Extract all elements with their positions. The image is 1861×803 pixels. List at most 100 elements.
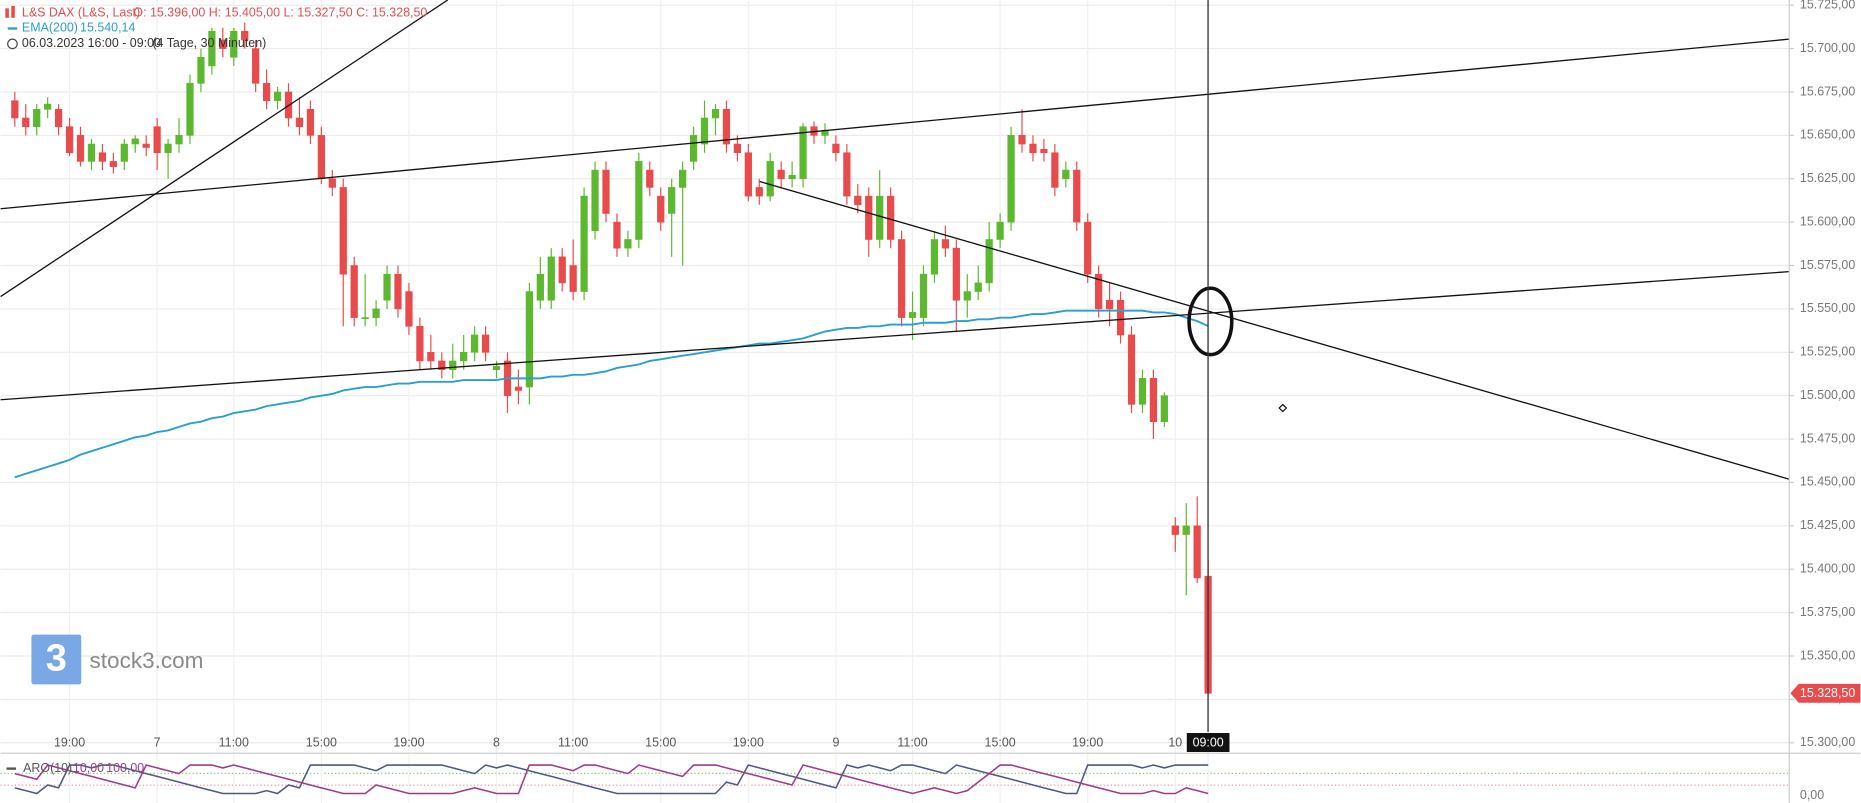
candle-body xyxy=(733,143,741,154)
candle-body xyxy=(460,351,468,362)
y-tick-label: 15.300,00 xyxy=(1800,735,1855,749)
candle-body xyxy=(1138,378,1147,405)
aroon-down-line xyxy=(14,764,1209,795)
y-tick-label: 15.475,00 xyxy=(1800,431,1855,445)
candle-body xyxy=(1029,143,1037,154)
candle-body xyxy=(65,126,74,154)
trend-line xyxy=(0,0,449,298)
candle-body xyxy=(109,161,117,167)
watermark-text: stock3.com xyxy=(90,648,204,673)
candle-body xyxy=(372,308,380,318)
candle-body xyxy=(974,282,982,292)
last-price-tag xyxy=(1790,683,1861,703)
trend-line xyxy=(759,180,1790,480)
candle-body xyxy=(416,325,424,362)
candle-body xyxy=(1116,299,1125,336)
aroon-name: ARO(10) xyxy=(23,761,72,775)
candle-body xyxy=(930,239,939,275)
candle-body xyxy=(383,273,391,301)
candle-body xyxy=(219,39,227,49)
candle-body xyxy=(1062,169,1070,180)
period: 06.03.2023 16:00 - 09:00 xyxy=(22,36,161,50)
candle-body xyxy=(722,109,731,145)
y-tick-label: 15.550,00 xyxy=(1800,301,1855,315)
candle-body xyxy=(777,169,785,180)
period-detail: (4 Tage, 30 Minuten) xyxy=(152,36,266,50)
drawings xyxy=(0,0,1790,732)
candle-body xyxy=(1105,299,1114,310)
plot xyxy=(11,22,1212,795)
candle-body xyxy=(558,256,566,284)
y-tick-label: 15.650,00 xyxy=(1800,128,1855,142)
candle-body xyxy=(98,152,107,162)
candle-body xyxy=(547,256,555,301)
candle-body xyxy=(1127,334,1136,405)
candle-body xyxy=(1171,525,1179,535)
highlight-ellipse xyxy=(1187,286,1234,357)
candle-body xyxy=(887,195,895,240)
y-tick-label: 15.500,00 xyxy=(1800,388,1855,402)
grid xyxy=(0,0,1794,803)
candle-body xyxy=(492,365,501,370)
candle-body xyxy=(263,83,271,101)
x-tick-label: 9 xyxy=(832,735,839,749)
x-tick-label: 15:00 xyxy=(645,735,676,749)
candle-body xyxy=(700,117,709,145)
x-tick-label: 15:00 xyxy=(985,735,1016,749)
candle-body xyxy=(317,135,325,180)
x-tick-label: 09:00 xyxy=(1193,735,1224,749)
candle-body xyxy=(1073,169,1081,223)
candle-body xyxy=(755,187,763,197)
candle-body xyxy=(624,239,632,249)
candle-body xyxy=(897,239,906,318)
aroon-tick-label: 0,00 xyxy=(1800,788,1824,802)
candle-body xyxy=(33,109,41,127)
candle-body xyxy=(569,265,577,292)
candle-body xyxy=(514,386,523,391)
x-tick-label: 10 xyxy=(1168,735,1182,749)
candle-body xyxy=(952,247,960,301)
aroon-up-line xyxy=(14,764,1209,795)
candle-body xyxy=(131,138,139,145)
y-tick-label: 15.400,00 xyxy=(1800,562,1855,576)
candle-body xyxy=(273,91,282,101)
y-tick-label: 15.575,00 xyxy=(1800,258,1855,272)
candle-body xyxy=(295,117,304,127)
candle-body xyxy=(208,30,216,67)
candle-body xyxy=(876,195,884,240)
x-tick-label: 8 xyxy=(493,735,500,749)
candle-body xyxy=(252,48,260,84)
candle-body xyxy=(438,360,446,370)
candle-body xyxy=(613,221,621,249)
y-tick-label: 15.625,00 xyxy=(1800,171,1855,185)
x-tick-label: 7 xyxy=(154,735,161,749)
candle-body xyxy=(679,169,687,188)
watermark: 3 stock3.com xyxy=(31,634,204,685)
x-tick-label: 11:00 xyxy=(897,735,927,749)
candle-body xyxy=(1007,135,1015,223)
candle-body xyxy=(788,174,796,180)
watermark-logo-glyph: 3 xyxy=(46,638,67,680)
ema-legend-name: EMA(200) xyxy=(22,21,78,35)
y-tick-label: 15.350,00 xyxy=(1800,648,1855,662)
y-tick-label: 15.375,00 xyxy=(1800,605,1855,619)
candle-body xyxy=(197,56,205,84)
candle-body xyxy=(711,109,720,119)
candle-body xyxy=(908,312,917,318)
candle-body xyxy=(985,239,993,284)
candle-body xyxy=(668,187,676,214)
x-tick-label: 11:00 xyxy=(558,735,588,749)
candle-body xyxy=(536,273,544,301)
candle-body xyxy=(525,291,533,388)
aroon-param: 100,00 xyxy=(106,761,144,775)
x-tick-label: 19:00 xyxy=(1072,735,1103,749)
y-tick-label: 15.600,00 xyxy=(1800,214,1855,228)
candle-body xyxy=(76,135,85,162)
candle-body xyxy=(941,239,950,249)
candle-body xyxy=(843,152,851,197)
candle-body xyxy=(919,273,928,318)
candle-body xyxy=(832,143,840,154)
candle-body xyxy=(744,152,752,197)
y-tick-label: 15.425,00 xyxy=(1800,518,1855,532)
